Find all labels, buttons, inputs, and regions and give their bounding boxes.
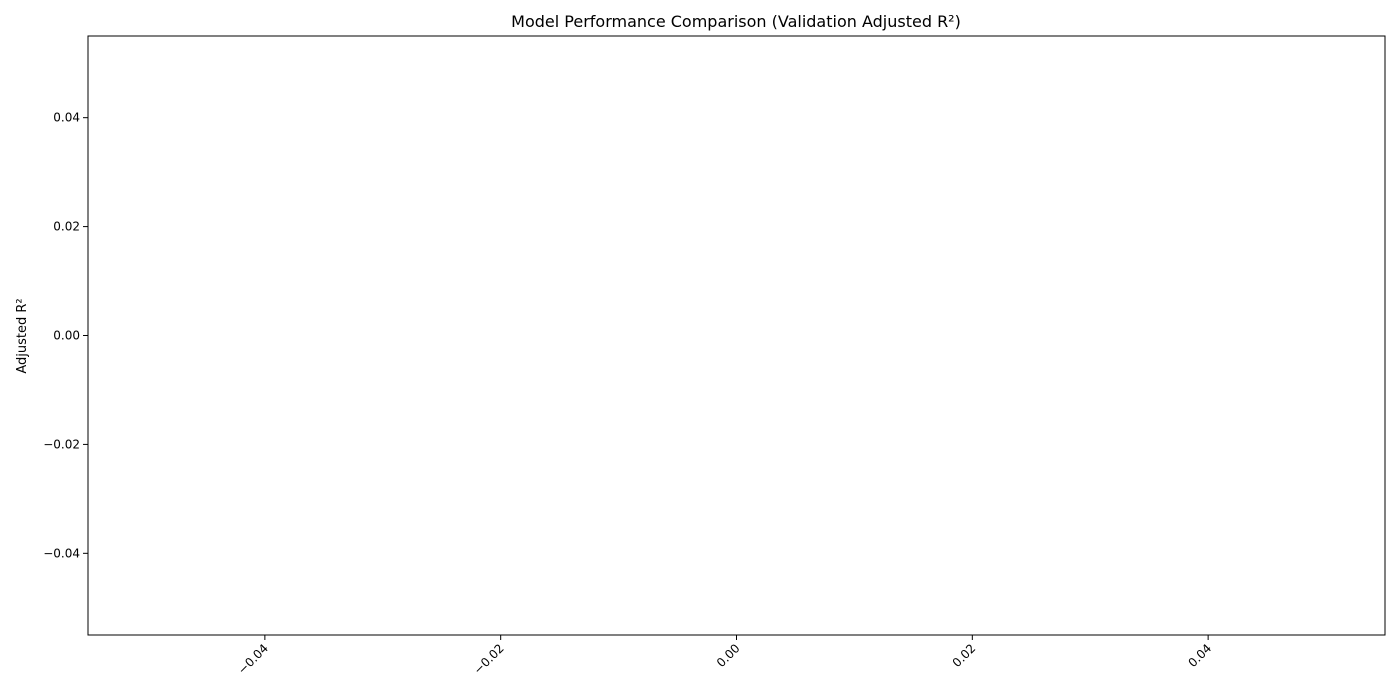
y-tick-label: −0.02 [43,437,80,451]
y-tick-label: −0.04 [43,546,80,560]
y-tick-label: 0.00 [53,329,80,343]
y-tick-label: 0.04 [53,111,80,125]
chart-title: Model Performance Comparison (Validation… [511,12,961,31]
y-tick-label: 0.02 [53,220,80,234]
y-axis-label: Adjusted R² [15,298,30,373]
y-axis-ticks: −0.04 −0.02 0.00 0.02 0.04 [43,111,88,560]
plot-frame [87,35,1386,636]
